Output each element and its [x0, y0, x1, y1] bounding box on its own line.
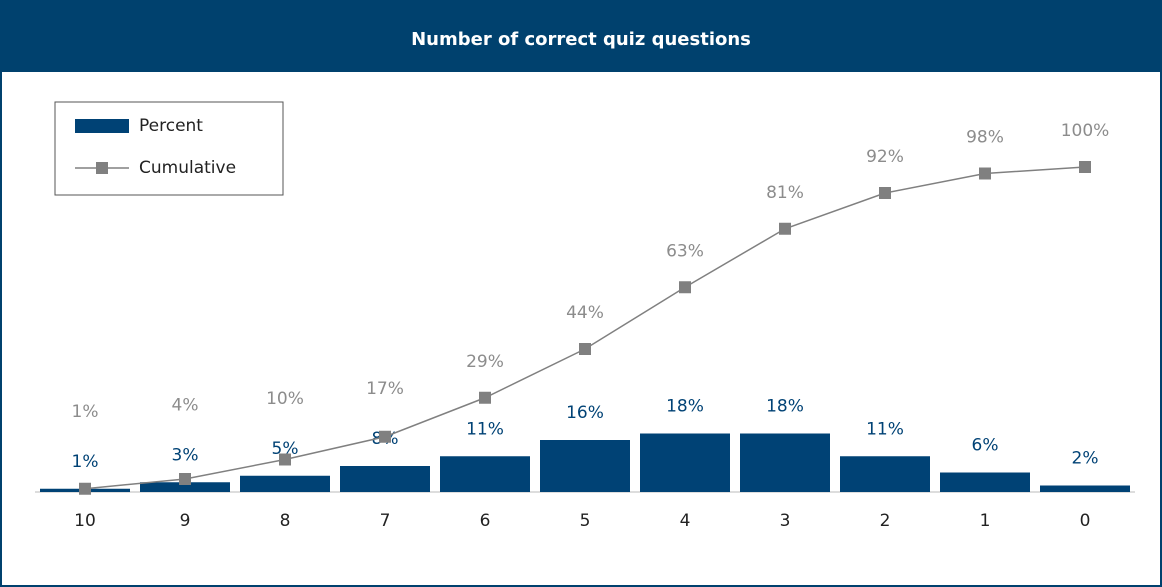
bar	[840, 456, 930, 492]
line-marker	[379, 430, 391, 443]
bar-value-label: 1%	[72, 452, 99, 472]
line-marker	[479, 391, 491, 404]
line-marker	[879, 187, 891, 199]
legend-label: Percent	[139, 116, 203, 136]
x-tick-label: 8	[280, 511, 291, 531]
x-tick-label: 3	[780, 511, 791, 531]
line-value-label: 29%	[466, 352, 504, 372]
legend-marker	[96, 162, 108, 174]
x-tick-label: 7	[380, 511, 391, 531]
bar-value-label: 11%	[466, 419, 504, 439]
line-value-label: 10%	[266, 389, 304, 409]
legend-swatch	[75, 119, 129, 133]
bar	[340, 466, 430, 492]
bar-value-label: 18%	[766, 397, 804, 417]
bar-value-label: 6%	[972, 436, 999, 456]
legend-box	[54, 101, 284, 196]
bar-value-label: 11%	[866, 419, 904, 439]
line-marker	[179, 473, 191, 485]
x-tick-label: 9	[180, 511, 191, 531]
bar	[640, 433, 730, 492]
x-tick-label: 5	[580, 511, 591, 531]
x-tick-label: 10	[74, 511, 96, 531]
line-marker	[779, 222, 791, 235]
bar	[140, 482, 230, 492]
bar	[1040, 485, 1130, 492]
header	[0, 0, 1162, 72]
bar-value-label: 18%	[666, 397, 704, 417]
bar	[240, 475, 330, 492]
line-value-label: 81%	[766, 183, 804, 203]
line-value-label: 92%	[866, 147, 904, 167]
bar-value-label: 5%	[272, 439, 299, 459]
x-tick-label: 2	[880, 511, 891, 531]
line-value-label: 63%	[666, 241, 704, 261]
line-value-label: 17%	[366, 379, 404, 399]
line-marker	[579, 343, 591, 355]
line-value-label: 44%	[566, 303, 604, 323]
x-tick-label: 1	[980, 511, 991, 531]
chart-title: Number of correct quiz questions	[411, 29, 751, 50]
line-marker	[979, 167, 991, 180]
line-value-label: 100%	[1061, 121, 1110, 141]
bar-value-label: 2%	[1072, 449, 1099, 469]
bar	[440, 456, 530, 492]
bar	[540, 440, 630, 492]
x-tick-label: 6	[480, 511, 491, 531]
bar-value-label: 3%	[172, 445, 199, 465]
bar	[940, 472, 1030, 492]
line-marker	[279, 453, 291, 466]
line-marker	[79, 482, 91, 495]
bar-value-label: 16%	[566, 403, 604, 423]
line-value-label: 4%	[172, 395, 199, 415]
line-value-label: 98%	[966, 128, 1004, 148]
line-marker	[679, 281, 691, 294]
line-marker	[1079, 161, 1091, 173]
x-tick-label: 0	[1080, 511, 1091, 531]
bar	[740, 433, 830, 492]
legend-label: Cumulative	[139, 158, 236, 178]
x-tick-label: 4	[680, 511, 691, 531]
line-value-label: 1%	[72, 402, 99, 422]
